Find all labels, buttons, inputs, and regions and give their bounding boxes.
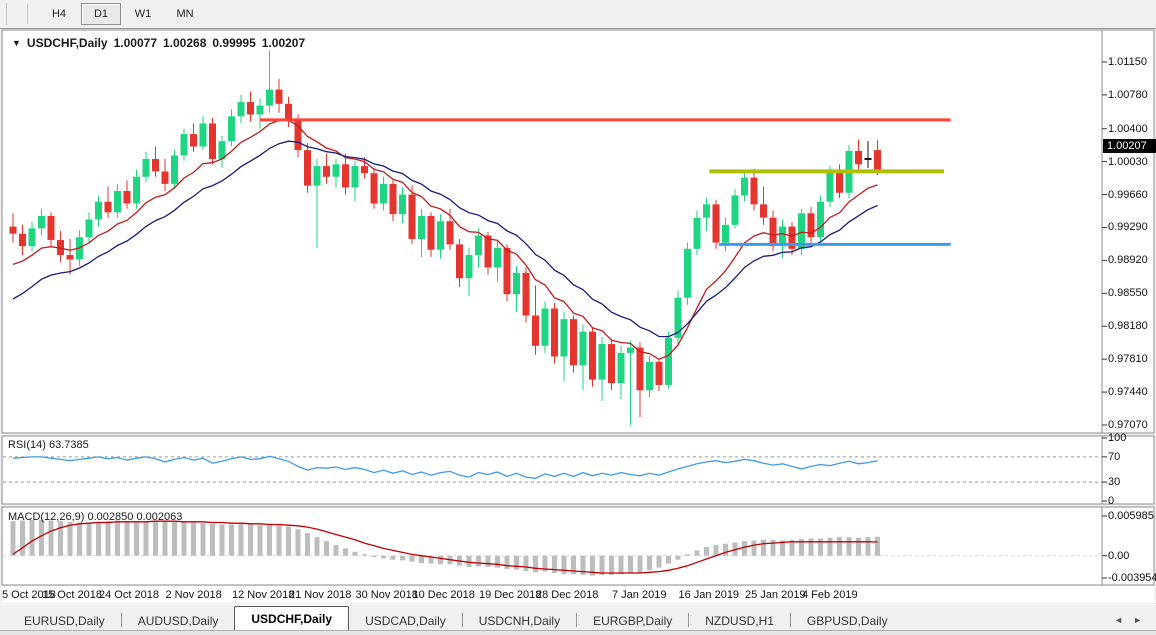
rsi-scale-label: 70 <box>1108 450 1121 463</box>
tab-scroll-right-icon[interactable]: ► <box>1133 615 1142 625</box>
symbol-name: USDCHF,Daily <box>26 36 108 50</box>
tab-separator <box>461 613 463 627</box>
status-strip <box>0 630 1156 635</box>
date-axis-label: 2 Nov 2018 <box>165 589 222 601</box>
macd-main-value: 0.002850 <box>87 511 134 523</box>
tab-separator <box>688 613 690 627</box>
timeframe-button-group: H4 D1 W1 MN <box>38 3 206 25</box>
macd-pane <box>3 519 1102 576</box>
rsi-value: 63.7385 <box>48 439 89 451</box>
chart-tab-eurusd[interactable]: EURUSD,Daily <box>24 613 105 628</box>
collapse-triangle-icon[interactable]: ▼ <box>12 38 21 48</box>
rsi-line <box>12 455 878 479</box>
macd-scale-label: -0.003954 <box>1108 572 1156 584</box>
price-axis-label: 1.01150 <box>1108 56 1147 68</box>
price-axis-label: 0.98180 <box>1108 320 1148 333</box>
ohlc-low: 0.99995 <box>212 36 256 50</box>
chart-tab-usdcad[interactable]: USDCAD,Daily <box>365 613 446 628</box>
macd-label: MACD(12,26,9) 0.002850 0.002063 <box>8 511 182 523</box>
price-pane <box>9 50 951 425</box>
rsi-scale-label: 0 <box>1108 495 1115 507</box>
toolbar-clipped-button[interactable] <box>0 3 7 25</box>
ma-fast-line <box>12 119 878 361</box>
tab-separator <box>120 613 122 627</box>
price-axis-label: 0.99660 <box>1108 188 1148 201</box>
macd-signal-line <box>12 520 878 574</box>
price-axis-label: 0.98550 <box>1108 287 1148 300</box>
tab-separator <box>576 613 578 627</box>
price-axis-label: 1.00400 <box>1108 122 1148 135</box>
date-axis-label: 12 Nov 2018 <box>232 589 295 601</box>
period-toolbar: H4 D1 W1 MN <box>0 0 1156 29</box>
ohlc-open: 1.00077 <box>113 36 157 50</box>
tab-scroll-controls: ◄ ► <box>1114 615 1156 631</box>
timeframe-button-h4[interactable]: H4 <box>51 8 67 20</box>
rsi-label: RSI(14) 63.7385 <box>8 439 89 451</box>
date-axis-label: 16 Jan 2019 <box>678 589 740 601</box>
date-axis-label: 15 Oct 2018 <box>42 589 102 601</box>
chart-tabs: EURUSD,Daily AUDUSD,Daily USDCHF,Daily USDC… <box>8 606 904 631</box>
chart-title: ▼ USDCHF,Daily 1.00077 1.00268 0.99995 1… <box>12 36 305 50</box>
ohlc-high: 1.00268 <box>163 36 207 50</box>
current-price-badge: 1.00207 <box>1103 138 1156 153</box>
chart-tab-gbpusd[interactable]: GBPUSD,Daily <box>806 613 888 628</box>
price-axis-label: 0.99290 <box>1108 221 1148 234</box>
pane-frame[interactable] <box>1 29 1155 434</box>
candlestick-series <box>9 50 881 425</box>
pane-frame[interactable] <box>1 435 1155 505</box>
rsi-name: RSI(14) <box>8 439 46 451</box>
rsi-pane <box>3 455 1102 483</box>
macd-scale-label: 0.00 <box>1108 549 1130 562</box>
timeframe-button-mn[interactable]: MN <box>176 8 194 20</box>
tab-separator <box>789 613 791 627</box>
ohlc-close: 1.00207 <box>261 36 306 50</box>
price-axis-label: 1.00780 <box>1108 88 1148 101</box>
macd-scale-label: 0.005985 <box>1108 510 1154 522</box>
date-axis-label: 10 Dec 2018 <box>412 589 475 601</box>
price-axis-label: 0.97070 <box>1108 418 1148 431</box>
timeframe-button-w1[interactable]: W1 <box>134 8 152 20</box>
date-axis-label: 4 Feb 2019 <box>802 589 858 601</box>
chart-tab-usdchf[interactable]: USDCHF,Daily <box>234 606 350 631</box>
rsi-scale-label: 30 <box>1108 476 1121 489</box>
date-axis-label: 19 Dec 2018 <box>479 589 542 601</box>
date-axis-label: 5 Oct 2018 <box>2 589 56 601</box>
macd-signal-value: 0.002063 <box>136 511 183 523</box>
date-axis-label: 30 Nov 2018 <box>355 589 418 601</box>
date-axis-label: 25 Jan 2019 <box>745 589 806 601</box>
macd-name: MACD(12,26,9) <box>8 511 85 523</box>
rsi-scale-label: 100 <box>1108 432 1127 444</box>
date-axis-label: 28 Dec 2018 <box>536 589 599 601</box>
chart-tab-bar: EURUSD,Daily AUDUSD,Daily USDCHF,Daily USDC… <box>0 604 1156 631</box>
price-axis-label: 1.00030 <box>1108 155 1148 168</box>
date-axis-label: 7 Jan 2019 <box>612 589 667 601</box>
price-axis-label: 0.97440 <box>1108 386 1148 399</box>
chart-tab-audusd[interactable]: AUDUSD,Daily <box>137 613 219 628</box>
ma-slow-line <box>12 140 878 338</box>
timeframe-button-d1[interactable]: D1 <box>81 3 121 25</box>
date-axis-label: 24 Oct 2018 <box>99 589 159 601</box>
price-axis-label: 0.97810 <box>1108 353 1148 366</box>
chart-tab-usdcnh[interactable]: USDCNH,Daily <box>478 613 561 628</box>
chart-tab-nzdusd[interactable]: NZDUSD,H1 <box>705 613 774 628</box>
toolbar-separator <box>27 4 28 24</box>
price-axis-label: 0.98920 <box>1108 254 1148 267</box>
date-axis-label: 21 Nov 2018 <box>289 589 352 601</box>
tab-scroll-left-icon[interactable]: ◄ <box>1114 615 1124 625</box>
chart-tab-eurgbp[interactable]: EURGBP,Daily <box>593 613 673 628</box>
